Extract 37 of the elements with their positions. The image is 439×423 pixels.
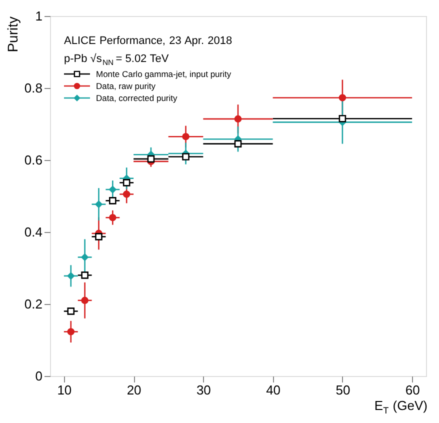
y-axis-title: Purity <box>4 16 20 52</box>
x-tick-label: 30 <box>196 382 211 398</box>
point <box>182 153 190 160</box>
y-tick-label: 0.2 <box>24 296 42 312</box>
annotation: ALICE Performance, 23 Apr. 2018 <box>64 35 232 47</box>
y-tick-label: 0.6 <box>24 152 42 168</box>
point <box>182 132 190 140</box>
point <box>338 114 346 122</box>
point <box>234 115 242 123</box>
y-tick-label: 0.8 <box>24 80 42 96</box>
legend-label: Data, corrected purity <box>96 93 178 103</box>
point <box>95 233 102 240</box>
y-tick-label: 0 <box>35 368 42 384</box>
point <box>67 328 75 336</box>
point <box>122 190 130 198</box>
point <box>122 179 130 186</box>
x-tick-label: 40 <box>266 382 281 398</box>
point <box>81 272 88 279</box>
x-tick-label: 50 <box>336 382 350 398</box>
y-tick-label: 0.4 <box>24 224 42 240</box>
x-tick-label: 10 <box>57 382 72 398</box>
x-tick-label: 60 <box>405 382 420 398</box>
point <box>67 308 75 315</box>
point <box>109 186 116 194</box>
y-tick-label: 1 <box>35 8 42 24</box>
point <box>81 254 88 261</box>
point <box>338 94 346 102</box>
point <box>109 197 116 204</box>
point <box>147 155 155 163</box>
point <box>67 272 75 280</box>
point <box>95 200 102 208</box>
legend-label: Monte Carlo gamma-jet, input purity <box>96 69 232 79</box>
point <box>109 214 116 222</box>
x-tick-label: 20 <box>126 382 142 398</box>
legend-label: Data, raw purity <box>96 81 156 91</box>
point <box>234 140 242 148</box>
point <box>81 296 88 304</box>
